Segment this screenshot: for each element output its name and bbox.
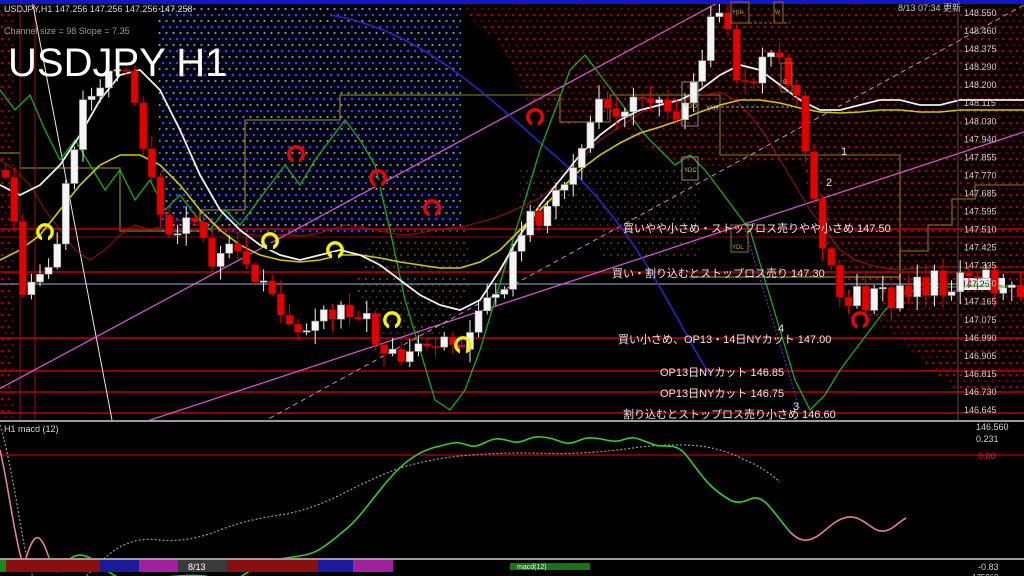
svg-text:148.200: 148.200 (964, 80, 997, 90)
svg-text:146.990: 146.990 (964, 333, 997, 343)
svg-text:B: B (783, 80, 787, 86)
svg-text:147.075: 147.075 (964, 315, 997, 325)
svg-text:148.030: 148.030 (964, 116, 997, 126)
svg-text:4: 4 (778, 323, 784, 335)
svg-text:147.250: 147.250 (964, 279, 997, 289)
svg-text:147.165: 147.165 (964, 297, 997, 307)
svg-text:YDC: YDC (684, 168, 697, 174)
svg-text:USDJPY H1: USDJPY H1 (8, 41, 227, 85)
svg-text:147.510: 147.510 (964, 225, 997, 235)
svg-text:146.560: 146.560 (976, 422, 1009, 432)
svg-text:H1 macd (12): H1 macd (12) (4, 424, 59, 434)
svg-text:148.375: 148.375 (964, 44, 997, 54)
svg-text:148.115: 148.115 (964, 98, 996, 108)
svg-text:146.730: 146.730 (964, 387, 997, 397)
svg-text:147.940: 147.940 (964, 134, 997, 144)
svg-text:147.595: 147.595 (964, 207, 997, 217)
svg-text:YDL: YDL (732, 245, 744, 251)
svg-text:Channel size = 98 Slope = 7.3: Channel size = 98 Slope = 7.35 (4, 26, 130, 36)
svg-text:146.905: 146.905 (964, 351, 997, 361)
svg-text:W: W (775, 10, 781, 16)
svg-text:macd(12): macd(12) (517, 564, 547, 571)
svg-text:2: 2 (826, 177, 832, 189)
svg-text:147.855: 147.855 (964, 152, 997, 162)
svg-text:147.335: 147.335 (964, 261, 997, 271)
svg-text:147.425: 147.425 (964, 243, 997, 253)
svg-text:YDH: YDH (732, 10, 744, 16)
svg-text:OP13日NYカット 146.75: OP13日NYカット 146.75 (660, 387, 784, 400)
svg-text:0.00: 0.00 (978, 451, 996, 461)
svg-text:148.550: 148.550 (964, 8, 997, 18)
svg-text:147.685: 147.685 (964, 189, 997, 199)
svg-text:割り込むとストップロス売り小さめ 146.60: 割り込むとストップロス売り小さめ 146.60 (623, 407, 836, 420)
svg-text:8/13 07:34 更新: 8/13 07:34 更新 (898, 2, 961, 13)
svg-text:買い小さめ、OP13・14日NYカット 147.00: 買い小さめ、OP13・14日NYカット 147.00 (618, 333, 831, 346)
svg-text:0.231: 0.231 (976, 434, 999, 444)
svg-text:買いやや小さめ・ストップロス売りやや小さめ 147.50: 買いやや小さめ・ストップロス売りやや小さめ 147.50 (623, 222, 891, 235)
svg-text:147.770: 147.770 (964, 170, 997, 180)
svg-text:148.460: 148.460 (964, 26, 997, 36)
svg-text:OP13日NYカット 146.85: OP13日NYカット 146.85 (660, 366, 784, 379)
svg-text:1: 1 (841, 146, 847, 158)
svg-text:148.290: 148.290 (964, 62, 997, 72)
svg-text:8/13: 8/13 (188, 562, 206, 572)
svg-text:YDO: YDO (684, 104, 697, 110)
svg-text:-0.83: -0.83 (978, 562, 999, 572)
svg-text:3: 3 (793, 401, 799, 413)
svg-text:USDJPY,H1 147.256 147.256 1: USDJPY,H1 147.256 147.256 147.256 147.25… (4, 4, 193, 14)
svg-text:YAH: YAH (706, 106, 718, 112)
svg-text:146.815: 146.815 (964, 369, 997, 379)
svg-text:買い・割り込むとストップロス売り 147.30: 買い・割り込むとストップロス売り 147.30 (612, 266, 825, 280)
svg-text:146.645: 146.645 (964, 405, 997, 415)
